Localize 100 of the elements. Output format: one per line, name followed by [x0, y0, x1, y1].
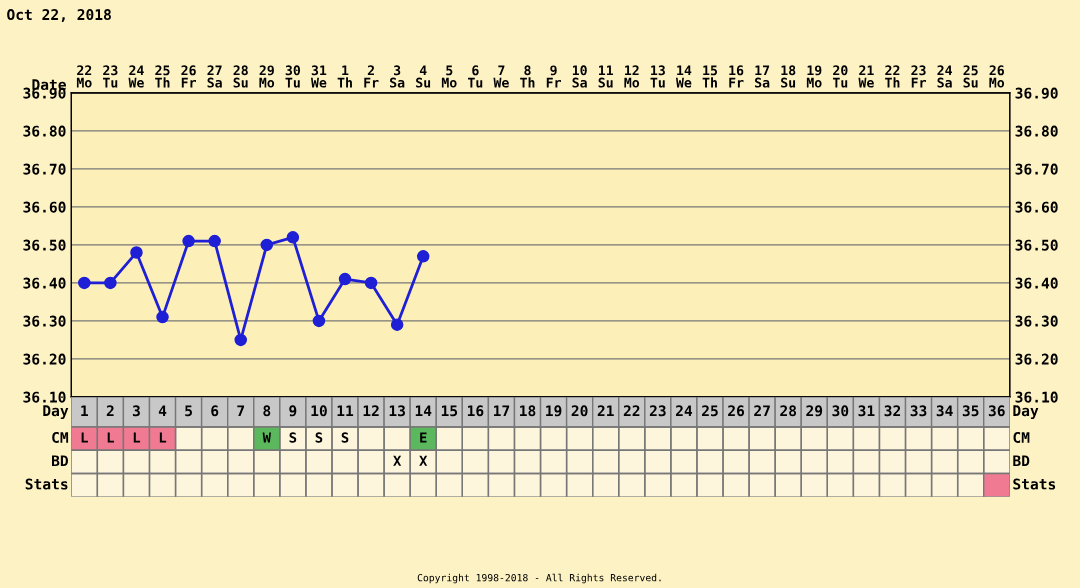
- x-tick-label: 4 Su: [416, 65, 431, 88]
- x-tick-label: 22: [623, 405, 640, 417]
- x-tick-label: 9: [289, 405, 297, 417]
- y-tick-label: 36.70: [23, 163, 66, 175]
- point: [234, 333, 247, 347]
- x-tick-label: 34: [936, 405, 953, 417]
- x-tick-label: 14: [415, 405, 432, 417]
- y-tick-label: 36.10: [23, 391, 66, 403]
- y-tick-label: 36.20: [23, 353, 66, 365]
- x-tick-label: 36: [988, 405, 1005, 417]
- y2-tick-label: 36.80: [1015, 125, 1058, 137]
- y-tick-label: 36.40: [23, 277, 66, 289]
- y2-tick-label: 36.60: [1015, 201, 1058, 213]
- point: [416, 250, 430, 263]
- point: [260, 238, 274, 252]
- x-tick-label: 4: [158, 405, 167, 417]
- x-tick-label: 16 Fr: [729, 65, 744, 88]
- y-tick-label: BD: [52, 455, 69, 467]
- x-tick-label: 18: [520, 405, 536, 417]
- x-tick-label: 7 We: [493, 65, 509, 88]
- x-tick-label: 7: [237, 405, 245, 417]
- x-tick-label: 26: [728, 405, 745, 417]
- x-tick-label: 22 Th: [885, 65, 900, 88]
- point: [208, 234, 221, 248]
- point: [156, 310, 169, 324]
- x-tick-label: 20 Tu: [832, 65, 848, 88]
- x-tick-label: 1: [81, 405, 89, 417]
- x-axis-title: Day: [43, 405, 69, 419]
- text: Day: [1013, 405, 1039, 419]
- x-tick-label: 19: [546, 405, 562, 417]
- text: X: [419, 455, 428, 466]
- x-tick-label: 23: [649, 405, 666, 417]
- x-tick-label: 1 Th: [337, 65, 352, 88]
- x-tick-label: 32: [884, 405, 901, 417]
- y2-tick-label: 36.70: [1015, 163, 1058, 175]
- point: [78, 276, 91, 290]
- y2-tick-label: 36.20: [1015, 353, 1058, 365]
- point: [312, 314, 326, 328]
- x-tick-label: 6: [211, 405, 219, 417]
- x-tick-label: 25 Su: [963, 65, 978, 88]
- y2-tick-label: 36.40: [1015, 277, 1058, 289]
- text: S: [315, 432, 323, 443]
- x-tick-label: 25: [702, 405, 718, 417]
- x-tick-label: 13 Tu: [650, 65, 665, 88]
- text: E: [420, 432, 427, 443]
- point: [182, 234, 195, 248]
- x-tick-label: 30: [832, 405, 849, 417]
- text: S: [289, 432, 297, 443]
- x-tick-label: 11: [337, 405, 354, 417]
- x-tick-label: 31 We: [311, 65, 327, 88]
- x-tick-label: 5: [185, 405, 192, 417]
- text: S: [341, 432, 349, 443]
- y2-tick-label: 36.50: [1015, 239, 1058, 251]
- x-tick-label: 9 Fr: [546, 65, 561, 88]
- x-tick-label: 12 Mo: [624, 65, 640, 88]
- y-tick-label: Stats: [25, 478, 68, 490]
- x-tick-label: 23 Fr: [911, 65, 926, 88]
- x-tick-label: 24 Sa: [937, 65, 952, 88]
- point: [338, 272, 352, 286]
- y-tick-label: 36.50: [23, 239, 66, 251]
- y-tick-label: 36.30: [23, 315, 66, 327]
- x-tick-label: 2: [106, 405, 114, 417]
- x-tick-label: 11 Su: [598, 65, 614, 88]
- x-tick-label: 20: [571, 405, 588, 417]
- y2-tick-label: 36.30: [1015, 315, 1058, 327]
- y-tick-label: 36.80: [23, 125, 66, 137]
- chart-title: Oct 22, 2018: [7, 9, 111, 22]
- x-tick-label: 3: [132, 405, 140, 417]
- x-tick-label: 26 Mo: [989, 65, 1005, 88]
- point: [286, 231, 300, 244]
- x-tick-label: 21: [597, 405, 614, 417]
- text: L: [107, 432, 115, 443]
- x-tick-label: 3 Sa: [390, 65, 405, 88]
- x-tick-label: 13: [389, 405, 405, 417]
- y2-tick-label: CM: [1013, 431, 1030, 443]
- y2-tick-label: 36.90: [1015, 87, 1058, 99]
- x-tick-label: 15: [441, 405, 458, 417]
- x-tick-label: 12: [363, 405, 379, 417]
- x-tick-label: 35: [962, 405, 979, 417]
- x-tick-label: 27: [754, 405, 770, 417]
- x-tick-label: 33: [910, 405, 927, 417]
- x-tick-label: 10 Sa: [572, 65, 587, 88]
- text: Copyright 1998-2018 - All Rights Reserved.: [417, 573, 661, 584]
- x-tick-label: 19 Mo: [806, 65, 822, 88]
- x-tick-label: 2 Fr: [364, 65, 379, 88]
- x-tick-label: 28 Su: [233, 65, 248, 88]
- x-tick-label: 10: [311, 405, 327, 417]
- y-tick-label: 36.60: [23, 201, 66, 213]
- y2-tick-label: BD: [1013, 455, 1030, 467]
- x-tick-label: 18 Su: [781, 65, 796, 88]
- x-tick-label: 26 Fr: [181, 65, 197, 88]
- x-tick-label: 14 We: [675, 65, 692, 88]
- x-tick-label: 23 Tu: [103, 65, 118, 88]
- x-tick-label: 6 Tu: [468, 65, 483, 88]
- x-tick-label: 22 Mo: [76, 65, 92, 88]
- text: L: [133, 432, 141, 443]
- text: L: [81, 432, 88, 443]
- x-tick-label: 8 Th: [520, 65, 535, 88]
- x-tick-label: 16: [467, 405, 484, 417]
- text: X: [393, 455, 402, 466]
